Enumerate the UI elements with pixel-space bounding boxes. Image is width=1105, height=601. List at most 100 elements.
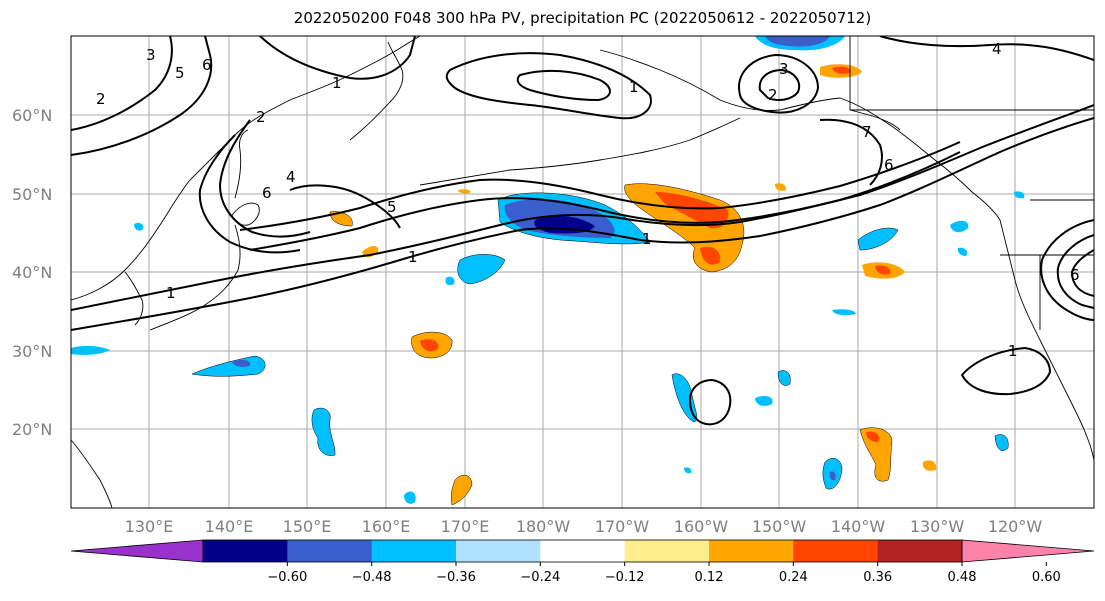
lon-label-150w: 150°W — [752, 517, 807, 536]
lon-label-160e: 160°E — [362, 517, 411, 536]
pv-contour-ne-7 — [819, 118, 883, 186]
colorbar-tick-label-3: −0.24 — [520, 570, 560, 585]
map-content: 2 3 5 6 1 2 4 5 6 1 1 1 4 3 2 7 6 1 6 1 — [71, 36, 1094, 508]
precip-negative-20n-152e — [311, 407, 336, 456]
colorbar — [70, 539, 1095, 563]
pv-contour-trough-japan-inner — [218, 119, 311, 238]
precip-negative-40n-168e — [457, 254, 506, 285]
coast-philippines — [71, 439, 113, 508]
gridlines — [71, 36, 1094, 508]
precip-negative-25n-150w — [777, 370, 791, 386]
precip-positive-core-155w — [655, 192, 729, 229]
pv-contour-northwest-3 — [259, 36, 416, 80]
precip-positive-core-40n-140w — [875, 265, 891, 275]
lat-label-60n: 60°N — [12, 106, 52, 125]
pv-contour-bering-loop — [445, 52, 652, 120]
pv-contour-low-5 — [289, 184, 401, 229]
precip-positive-core-30n — [420, 339, 439, 352]
clabel-2-north: 2 — [768, 86, 778, 104]
colorbar-tick-label-2: −0.36 — [436, 570, 476, 585]
clabel-2-kamchatka: 2 — [256, 108, 266, 126]
clabel-1-east: 1 — [1008, 342, 1018, 360]
precip-positive-dot-51n-170e — [458, 189, 471, 194]
colorbar-extend-min — [70, 539, 204, 563]
precip-negative-24n-152w — [755, 396, 773, 406]
coast-kamchatka — [349, 41, 404, 141]
latitude-labels: 60°N 50°N 40°N 30°N 20°N — [12, 106, 52, 439]
pv-contour-cutoff-3 — [1070, 249, 1094, 297]
pv-contour-northwest-2 — [71, 36, 173, 131]
pv-contours — [71, 36, 1094, 426]
lat-label-50n: 50°N — [12, 185, 52, 204]
colorbar-outline — [202, 539, 963, 563]
lat-label-40n: 40°N — [12, 263, 52, 282]
coast-north-america-west — [999, 219, 1094, 461]
precip-negative-top-core-150w — [765, 36, 830, 47]
precip-negative-45n-133w — [950, 220, 969, 233]
longitude-labels: 130°E 140°E 150°E 160°E 170°E 180°W 170°… — [125, 517, 1043, 536]
coast-sakhalin — [234, 129, 249, 199]
colorbar-segment-7 — [793, 540, 879, 562]
clabel-1-jet: 1 — [642, 230, 652, 248]
precip-shading — [71, 36, 1025, 506]
lon-label-170w: 170°W — [595, 517, 650, 536]
pv-contour-northwest-1 — [71, 36, 213, 156]
clabel-1-nw: 1 — [332, 74, 342, 92]
lon-label-160w: 160°W — [674, 517, 729, 536]
pv-contour-north-low-inner — [758, 68, 801, 101]
precip-negative-16n-162w — [684, 467, 692, 474]
clabel-1-dateline: 1 — [408, 248, 418, 266]
precip-negative-35n-143w — [832, 309, 856, 316]
precip-positive-core-62n — [832, 66, 851, 74]
colorbar-labels: −0.60 −0.48 −0.36 −0.24 −0.12 0.12 0.24 0.36 0.4… — [267, 562, 1061, 585]
lon-label-180w: 180°W — [516, 517, 571, 536]
map-frame — [70, 35, 1095, 509]
precip-negative-core-28n — [232, 359, 251, 367]
clabel-1-japan: 1 — [166, 284, 176, 302]
colorbar-tick-label-7: 0.36 — [863, 570, 892, 585]
pv-contour-circle-hawaii — [688, 378, 732, 426]
precip-negative-46n-145w — [857, 227, 899, 251]
clabel-4-ne: 4 — [992, 40, 1002, 58]
clabel-1-bering: 1 — [629, 78, 639, 96]
clabel-3-north: 3 — [779, 60, 789, 78]
colorbar-segment-1 — [287, 540, 373, 562]
coast-alaska-gulf — [839, 97, 1001, 221]
lat-label-30n: 30°N — [12, 342, 52, 361]
precip-positive-core-18n — [866, 431, 880, 442]
colorbar-segment-6 — [709, 540, 794, 562]
precip-positive-15n-130w — [922, 460, 937, 471]
pv-contour-trough-japan — [198, 134, 301, 254]
colorbar-tick-label-1: −0.48 — [352, 570, 392, 585]
coastlines — [71, 36, 1094, 508]
pv-contour-oval-east — [960, 346, 1052, 396]
precip-negative-19n-125w — [994, 434, 1009, 451]
pv-contour-bering-loop-inner — [516, 69, 611, 102]
lon-label-130e: 130°E — [125, 517, 174, 536]
coast-aleutians — [419, 117, 741, 186]
colorbar-segment-0 — [203, 540, 288, 562]
colorbar-tick-label-9: 0.60 — [1032, 570, 1061, 585]
precip-positive-dot-52n — [775, 183, 787, 191]
coast-japan-honshu — [149, 224, 241, 331]
lon-label-130w: 130°W — [910, 517, 965, 536]
colorbar-extend-max — [961, 539, 1095, 563]
precip-negative-13n-160e — [404, 491, 416, 504]
precip-negative-44n-132w — [134, 222, 144, 231]
precip-negative-30n-122e — [71, 345, 110, 355]
pv-contour-cutoff-1 — [1040, 219, 1094, 321]
colorbar-segment-2 — [371, 540, 457, 562]
coast-us-state-lines — [1000, 254, 1094, 330]
clabel-2-nw: 2 — [96, 90, 106, 108]
clabel-6-gulf: 6 — [884, 156, 894, 174]
pv-contour-ne-4 — [879, 36, 1094, 61]
colorbar-segment-5 — [624, 540, 710, 562]
lon-label-140e: 140°E — [205, 517, 254, 536]
clabel-6-nw: 6 — [202, 56, 212, 74]
precip-positive-13n-170e — [450, 474, 473, 506]
pv-contour-jet-4 — [239, 141, 961, 231]
precip-positive-18n-140w — [859, 427, 893, 482]
lon-label-170e: 170°E — [441, 517, 490, 536]
colorbar-segment-4 — [540, 540, 626, 562]
